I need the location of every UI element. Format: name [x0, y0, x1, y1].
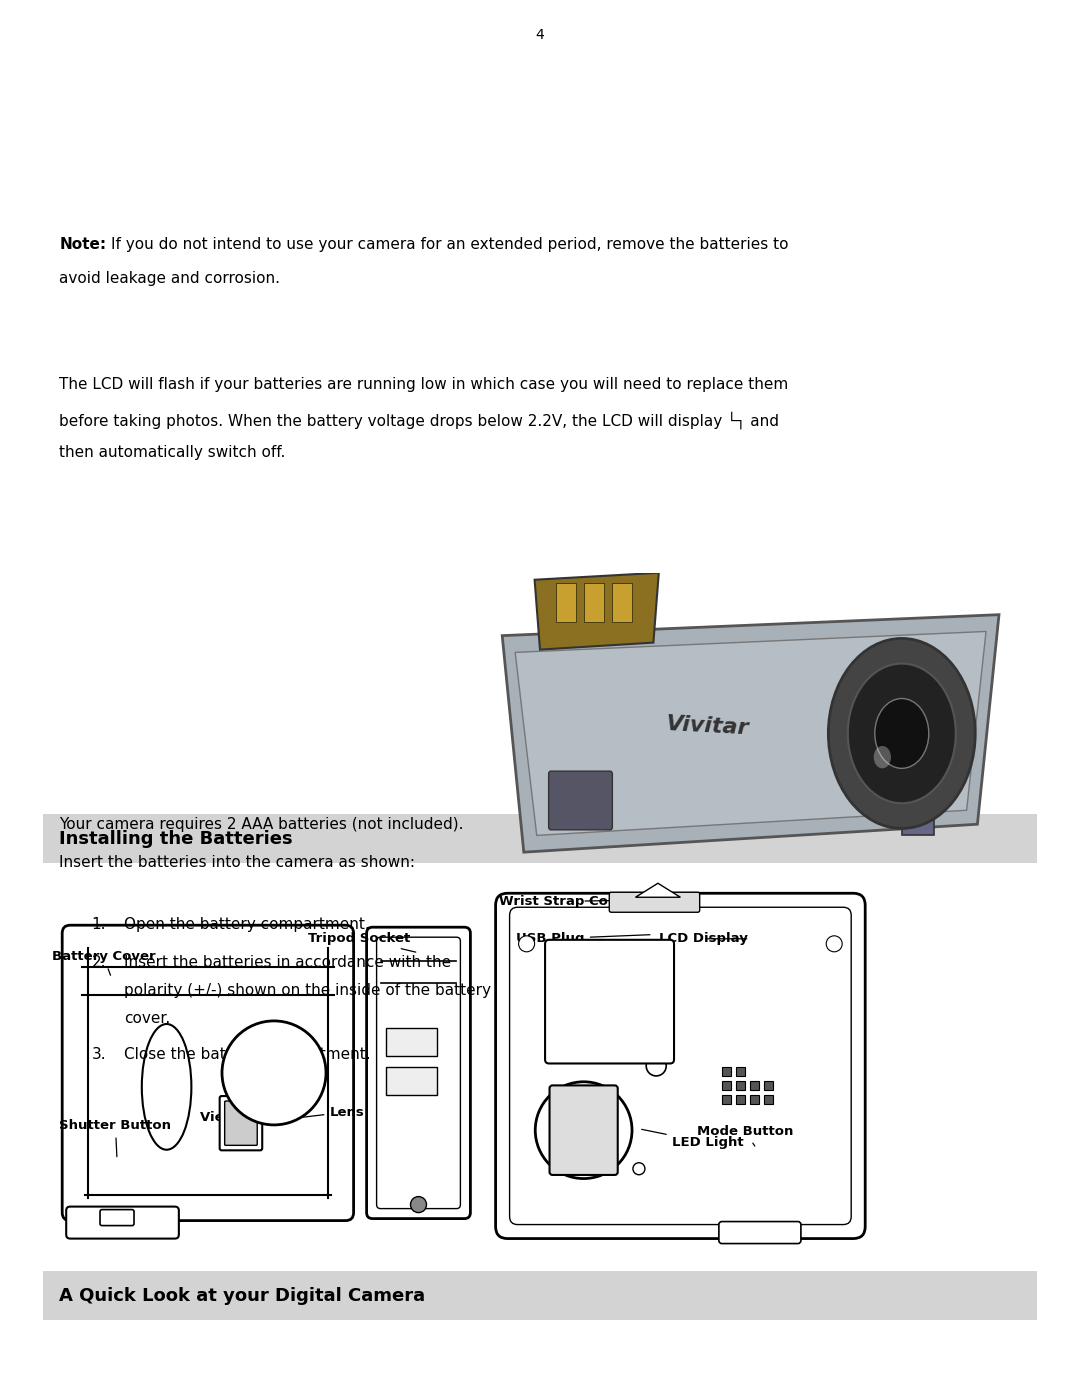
Text: Note:: Note:: [59, 237, 107, 253]
FancyBboxPatch shape: [510, 907, 851, 1225]
Polygon shape: [635, 883, 680, 897]
Circle shape: [518, 936, 535, 951]
Text: A Quick Look at your Digital Camera: A Quick Look at your Digital Camera: [59, 1287, 426, 1305]
FancyBboxPatch shape: [100, 1210, 134, 1225]
Bar: [43, 1271, 1037, 1320]
Circle shape: [633, 1162, 645, 1175]
Bar: [721, 1095, 731, 1105]
Text: 4: 4: [536, 28, 544, 42]
Bar: [387, 1067, 436, 1095]
Bar: [612, 583, 632, 622]
Text: before taking photos. When the battery voltage drops below 2.2V, the LCD will di: before taking photos. When the battery v…: [59, 411, 780, 429]
FancyBboxPatch shape: [225, 1101, 257, 1146]
Bar: [735, 1067, 745, 1077]
Text: 3.: 3.: [92, 1048, 107, 1062]
Bar: [764, 1095, 773, 1105]
Polygon shape: [502, 615, 999, 852]
Bar: [750, 1081, 759, 1091]
Bar: [750, 1095, 759, 1105]
Text: LED Light: LED Light: [642, 1129, 743, 1150]
Bar: [764, 1081, 773, 1091]
Bar: [556, 583, 576, 622]
FancyBboxPatch shape: [549, 771, 612, 830]
Bar: [387, 1028, 436, 1056]
Circle shape: [828, 638, 975, 828]
Text: then automatically switch off.: then automatically switch off.: [59, 446, 286, 460]
FancyBboxPatch shape: [63, 925, 353, 1221]
Bar: [735, 1095, 745, 1105]
Text: Insert the batteries in accordance with the: Insert the batteries in accordance with …: [124, 956, 451, 971]
Text: cover.: cover.: [124, 1011, 171, 1027]
Circle shape: [262, 1060, 286, 1085]
Circle shape: [646, 1056, 666, 1076]
Circle shape: [848, 664, 956, 803]
FancyBboxPatch shape: [550, 1085, 618, 1175]
Circle shape: [826, 936, 842, 951]
Ellipse shape: [141, 1024, 191, 1150]
Text: LCD Display: LCD Display: [659, 932, 747, 946]
Text: Insert the batteries into the camera as shown:: Insert the batteries into the camera as …: [59, 855, 416, 870]
Bar: [43, 814, 1037, 863]
Polygon shape: [515, 631, 986, 835]
Text: Installing the Batteries: Installing the Batteries: [59, 830, 293, 848]
Bar: [584, 583, 604, 622]
Text: Open the battery compartment.: Open the battery compartment.: [124, 918, 370, 932]
Circle shape: [270, 1069, 278, 1077]
Text: Your camera requires 2 AAA batteries (not included).: Your camera requires 2 AAA batteries (no…: [59, 817, 464, 833]
Circle shape: [874, 746, 891, 768]
Circle shape: [248, 1046, 300, 1099]
Text: 2.: 2.: [92, 956, 106, 971]
Text: If you do not intend to use your camera for an extended period, remove the batte: If you do not intend to use your camera …: [111, 237, 788, 253]
Bar: [721, 1067, 731, 1077]
Circle shape: [875, 698, 929, 768]
Text: Battery Cover: Battery Cover: [52, 950, 156, 975]
Text: Tripod Socket: Tripod Socket: [308, 932, 416, 953]
FancyBboxPatch shape: [719, 1221, 801, 1243]
Circle shape: [234, 1032, 314, 1113]
FancyBboxPatch shape: [609, 893, 700, 912]
FancyBboxPatch shape: [545, 940, 674, 1063]
FancyBboxPatch shape: [366, 928, 471, 1218]
FancyBboxPatch shape: [496, 893, 865, 1239]
Bar: [902, 814, 934, 835]
Text: Vivitar: Vivitar: [665, 714, 750, 739]
Text: 1.: 1.: [92, 918, 106, 932]
FancyBboxPatch shape: [377, 937, 460, 1208]
Text: polarity (+/-) shown on the inside of the battery: polarity (+/-) shown on the inside of th…: [124, 983, 491, 999]
FancyBboxPatch shape: [219, 1097, 262, 1150]
Text: View Finder: View Finder: [200, 1108, 288, 1125]
FancyBboxPatch shape: [66, 1207, 179, 1239]
Text: avoid leakage and corrosion.: avoid leakage and corrosion.: [59, 271, 281, 286]
Text: Shutter Button: Shutter Button: [59, 1119, 172, 1157]
Polygon shape: [535, 573, 659, 650]
Circle shape: [222, 1021, 326, 1125]
Bar: [721, 1081, 731, 1091]
Bar: [735, 1081, 745, 1091]
Circle shape: [410, 1197, 427, 1213]
Text: USB Plug: USB Plug: [516, 932, 650, 946]
Text: Wrist Strap Connector: Wrist Strap Connector: [499, 894, 665, 908]
Text: The LCD will flash if your batteries are running low in which case you will need: The LCD will flash if your batteries are…: [59, 377, 788, 393]
Text: Lens: Lens: [267, 1105, 364, 1122]
Circle shape: [536, 1081, 632, 1179]
Text: Mode Button: Mode Button: [697, 1125, 793, 1146]
Text: Close the battery compartment.: Close the battery compartment.: [124, 1048, 370, 1062]
